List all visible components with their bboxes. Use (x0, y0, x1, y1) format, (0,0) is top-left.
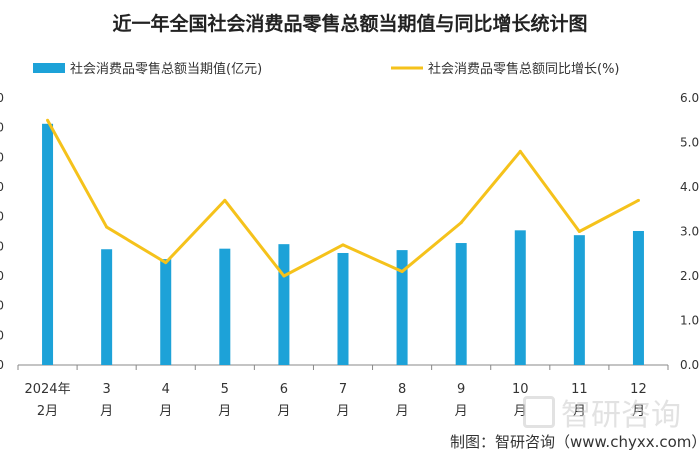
growth-point (341, 243, 345, 247)
x-axis-tick-label: 11 月 (571, 382, 588, 419)
line-series (46, 118, 640, 278)
right-axis-tick-label: 2.0 (680, 269, 699, 283)
left-axis-tick-label: 20000 (0, 299, 4, 313)
x-axis-tick-label: 2024年 2月 (24, 382, 70, 419)
left-axis-tick-label: 70000 (0, 150, 4, 164)
watermark-text: 智研咨询 (561, 398, 681, 433)
right-axis-tick-label: 0.0 (680, 358, 699, 372)
legend: 社会消费品零售总额当期值(亿元) 社会消费品零售总额同比增长(%) (33, 61, 620, 77)
watermark-logo-icon (523, 396, 555, 428)
legend-swatch-bar (33, 63, 65, 73)
x-axis-tick-label: 12 月 (630, 382, 647, 419)
axes (17, 364, 669, 370)
chart-title: 近一年全国社会消费品零售总额当期值与同比增长统计图 (112, 13, 588, 35)
left-axis-tick-label: 10000 (0, 328, 4, 342)
left-axis-tick-label: 40000 (0, 239, 4, 253)
bar-series (42, 123, 644, 365)
left-axis-tick-label: 90000 (0, 91, 4, 105)
watermark: 智研咨询 (523, 390, 681, 434)
right-axis-tick-label: 6.0 (680, 91, 699, 105)
left-axis-tick-label: 80000 (0, 121, 4, 135)
bar (573, 235, 585, 365)
growth-point (577, 230, 581, 233)
left-axis-ticks: 0 10000 20000 30000 40000 50000 60000 70000 8000… (0, 91, 4, 372)
right-axis-ticks: 0.0 1.0 2.0 3.0 4.0 5.0 6.0 (680, 91, 699, 372)
legend-label-line: 社会消费品零售总额同比增长(%) (428, 61, 620, 77)
bar (396, 250, 408, 365)
bar (337, 252, 349, 365)
left-axis-tick-label: 30000 (0, 269, 4, 283)
left-axis-tick-label: 0 (0, 358, 4, 372)
bar (278, 244, 290, 365)
growth-point (46, 118, 50, 122)
x-axis-labels: 2024年 2月3 月4 月5 月6 月7 月8 月9 月10 月11 月12 月 (24, 382, 646, 419)
bar (42, 123, 54, 365)
legend-label-bar: 社会消费品零售总额当期值(亿元) (70, 61, 262, 77)
right-axis-tick-label: 1.0 (680, 314, 699, 328)
bar (632, 230, 644, 365)
right-axis-tick-label: 5.0 (680, 136, 699, 150)
right-axis-tick-label: 3.0 (680, 225, 699, 239)
growth-point (459, 221, 463, 225)
growth-point (164, 261, 168, 265)
bar (514, 230, 526, 365)
growth-point (518, 149, 522, 153)
bar (219, 248, 231, 365)
left-axis-tick-label: 60000 (0, 180, 4, 194)
bar (101, 249, 113, 365)
bar (160, 259, 172, 365)
left-axis-tick-label: 50000 (0, 210, 4, 224)
growth-point (282, 274, 286, 278)
bar (455, 243, 467, 365)
growth-point (400, 270, 404, 274)
right-axis-tick-label: 4.0 (680, 180, 699, 194)
growth-point (223, 198, 227, 202)
growth-point (636, 198, 640, 202)
growth-point (105, 225, 109, 229)
growth-line (46, 119, 640, 278)
source-credit: 制图：智研咨询（www.chyxx.com） (450, 433, 700, 451)
